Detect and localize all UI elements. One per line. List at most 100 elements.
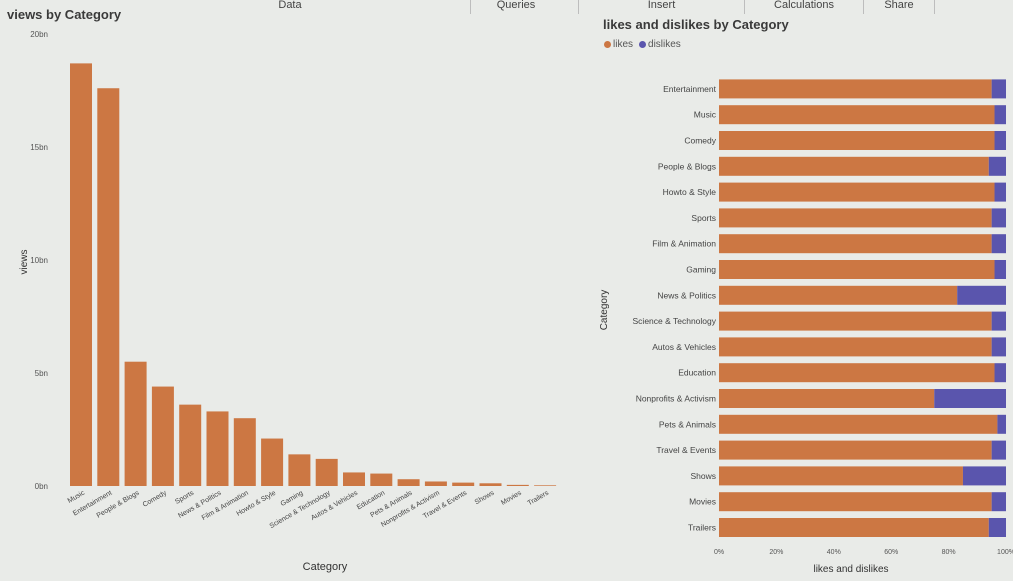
category-label: Entertainment — [663, 84, 717, 94]
y-tick-label: 5bn — [35, 369, 48, 378]
legend: likes dislikes — [604, 39, 681, 50]
bar-movies — [506, 484, 529, 486]
x-tick-label: 60% — [884, 549, 898, 556]
bar-dislikes-people-blogs — [988, 156, 1006, 176]
bar-dislikes-travel-events — [991, 440, 1006, 460]
x-axis-title: Category — [303, 561, 348, 573]
tab-share[interactable]: Share — [863, 0, 935, 14]
x-tick-label: Music — [67, 489, 87, 504]
bar-people-blogs — [124, 361, 147, 486]
legend-likes: likes — [604, 39, 633, 50]
legend-likes-swatch — [604, 40, 611, 48]
bar-dislikes-trailers — [988, 518, 1006, 537]
bar-sports — [179, 404, 202, 486]
likes-chart-title: likes and dislikes by Category — [603, 17, 789, 32]
bar-likes-entertainment — [719, 79, 992, 99]
y-tick-label: 15bn — [30, 143, 48, 152]
category-label: Film & Animation — [652, 239, 716, 249]
y-axis-title: Category — [599, 290, 610, 331]
bar-dislikes-science-technology — [991, 311, 1006, 331]
bar-dislikes-comedy — [994, 131, 1006, 150]
category-label: News & Politics — [657, 290, 716, 300]
bar-likes-film-animation — [719, 234, 992, 254]
bar-likes-news-politics — [719, 285, 958, 305]
category-label: Comedy — [684, 136, 716, 146]
bar-nonprofits-activism — [424, 481, 447, 486]
bar-film-animation — [233, 418, 256, 486]
y-tick-label: 0bn — [35, 482, 48, 491]
views-chart-title: views by Category — [7, 7, 122, 22]
category-label: Music — [694, 110, 717, 120]
bar-likes-comedy — [719, 131, 995, 150]
bar-dislikes-howto-style — [994, 182, 1006, 202]
bar-likes-pets-animals — [719, 414, 998, 434]
bar-dislikes-movies — [991, 492, 1006, 512]
bar-likes-nonprofits-activism — [719, 389, 935, 408]
ribbon: Data Queries Insert Calculations Share — [0, 0, 1013, 16]
bar-likes-shows — [719, 466, 963, 486]
x-tick-label: 100% — [997, 549, 1013, 556]
bar-shows — [479, 483, 502, 486]
category-label: Howto & Style — [663, 187, 717, 197]
bar-gaming — [288, 454, 311, 486]
bar-dislikes-pets-animals — [997, 414, 1006, 434]
bar-trailers — [534, 485, 557, 486]
x-tick-label: Autos & Vehicles — [310, 489, 359, 522]
tab-calculations[interactable]: Calculations — [744, 0, 863, 14]
x-tick-label: Sports — [174, 489, 195, 505]
bar-likes-people-blogs — [719, 156, 989, 176]
bar-likes-gaming — [719, 260, 995, 279]
legend-likes-label: likes — [613, 39, 634, 50]
category-label: Gaming — [686, 265, 716, 275]
bar-science-technology — [315, 458, 338, 486]
bar-likes-autos-vehicles — [719, 337, 992, 357]
bar-dislikes-education — [994, 363, 1006, 383]
category-label: Pets & Animals — [659, 419, 716, 429]
category-label: Education — [678, 368, 716, 378]
category-label: Sports — [691, 213, 716, 223]
bar-entertainment — [97, 88, 120, 487]
bar-dislikes-nonprofits-activism — [934, 389, 1006, 408]
category-label: Science & Technology — [633, 316, 717, 326]
tab-insert[interactable]: Insert — [578, 0, 744, 14]
tab-data[interactable]: Data — [278, 0, 302, 11]
x-tick-label: Film & Animation — [201, 490, 250, 522]
bar-news-politics — [206, 411, 229, 486]
stacked-bars — [719, 79, 1006, 537]
bar-likes-science-technology — [719, 311, 992, 331]
bar-dislikes-shows — [962, 466, 1006, 486]
x-tick-label: Movies — [500, 489, 523, 506]
bar-education — [370, 473, 393, 486]
bar-dislikes-music — [994, 105, 1006, 125]
bar-music — [70, 63, 92, 486]
y-tick-label: 20bn — [30, 30, 48, 39]
bar-likes-howto-style — [719, 182, 995, 202]
category-label: Autos & Vehicles — [652, 342, 716, 352]
x-tick-label: 20% — [769, 549, 783, 556]
bar-autos-vehicles — [343, 472, 365, 486]
x-tick-label: Shows — [474, 489, 496, 506]
tab-queries[interactable]: Queries — [470, 0, 561, 14]
bar-likes-travel-events — [719, 440, 992, 460]
bar-likes-music — [719, 105, 995, 125]
bar-dislikes-autos-vehicles — [991, 337, 1006, 357]
category-label: Travel & Events — [656, 445, 716, 455]
legend-dislikes: dislikes — [639, 39, 681, 50]
views-by-category-chart: 0bn5bn10bn15bn20bnMusicEntertainmentPeop… — [19, 30, 557, 573]
bar-likes-sports — [719, 208, 992, 228]
bar-comedy — [151, 386, 174, 486]
y-tick-label: 10bn — [30, 256, 48, 265]
bar-dislikes-news-politics — [957, 285, 1006, 305]
category-label: People & Blogs — [658, 161, 716, 171]
x-tick-label: Comedy — [142, 489, 169, 508]
bar-likes-trailers — [719, 518, 989, 537]
x-tick-label: 80% — [942, 549, 956, 556]
bar-dislikes-sports — [991, 208, 1006, 228]
bar-likes-movies — [719, 492, 992, 512]
views-bars — [70, 63, 557, 487]
legend-dislikes-swatch — [639, 40, 647, 48]
bar-dislikes-entertainment — [991, 79, 1006, 99]
bar-travel-events — [452, 482, 475, 486]
bar-howto-style — [261, 438, 284, 486]
bar-pets-animals — [397, 479, 420, 486]
